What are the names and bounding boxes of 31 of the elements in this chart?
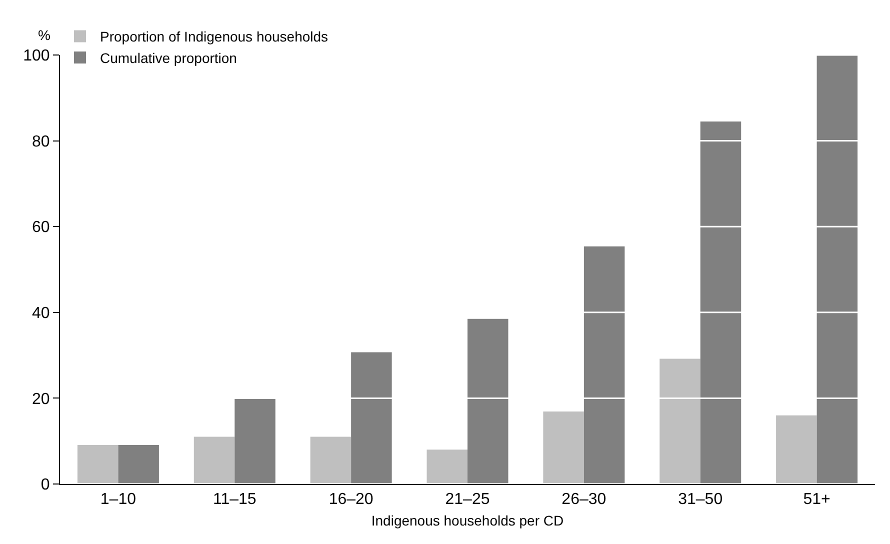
bar [194, 436, 235, 484]
bar [700, 122, 742, 484]
legend-label: Cumulative proportion [100, 50, 237, 66]
x-tick-label: 21–25 [445, 491, 490, 508]
x-tick-label: 31–50 [678, 491, 723, 508]
y-tick-label: 100 [23, 48, 50, 65]
bar [776, 415, 817, 484]
bar [584, 246, 625, 484]
bar [118, 444, 159, 484]
y-tick-label: 60 [32, 219, 50, 236]
y-tick-label: 40 [32, 305, 50, 322]
x-axis-title: Indigenous households per CD [371, 512, 564, 528]
bar [351, 352, 392, 484]
y-tick-label: 80 [32, 133, 50, 150]
bar [426, 450, 468, 484]
bar [468, 318, 508, 484]
bar [234, 399, 276, 484]
bar [543, 412, 584, 484]
bar [77, 444, 118, 484]
legend-label: Proportion of Indigenous households [100, 28, 328, 45]
x-tick-label: 1–10 [100, 491, 136, 508]
bar [816, 55, 858, 484]
y-tick-label: 0 [40, 476, 50, 494]
bar [660, 358, 700, 484]
x-tick-label: 11–15 [212, 491, 256, 508]
x-tick-label: 26–30 [562, 491, 606, 508]
y-axis-title: % [38, 27, 50, 43]
y-tick-label: 20 [32, 390, 50, 408]
x-tick-label: 51+ [803, 491, 830, 508]
x-tick-label: 16–20 [328, 491, 374, 508]
bar [310, 436, 352, 484]
